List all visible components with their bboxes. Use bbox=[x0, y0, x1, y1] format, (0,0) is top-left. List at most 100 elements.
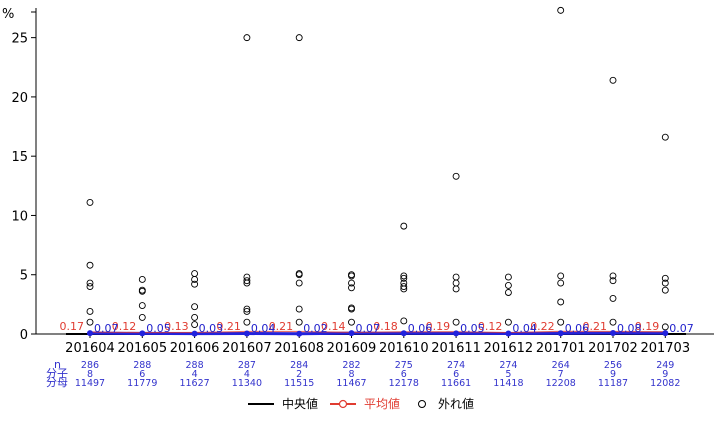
stats-cell: 5 bbox=[505, 369, 511, 380]
outlier-point bbox=[609, 76, 617, 84]
outlier-point bbox=[661, 323, 669, 331]
mean-value-label: 0.14 bbox=[321, 320, 346, 333]
mean-value-label: 0.13 bbox=[164, 320, 189, 333]
outlier-point bbox=[504, 289, 512, 296]
stats-cell: 4 bbox=[192, 369, 198, 380]
median-value-label: 0.05 bbox=[460, 322, 485, 335]
outlier-point bbox=[243, 277, 251, 285]
median-point bbox=[139, 330, 146, 337]
stats-cell: 284 bbox=[290, 360, 308, 371]
median-value-label: 0.08 bbox=[617, 322, 642, 335]
outlier-point bbox=[86, 283, 94, 291]
outlier-points bbox=[86, 6, 669, 331]
outlier-point bbox=[609, 277, 617, 285]
outlier-point bbox=[557, 298, 565, 306]
outlier-point bbox=[661, 286, 669, 294]
median-value-label: 0.07 bbox=[356, 322, 381, 335]
y-tick-label: 10 bbox=[11, 209, 28, 224]
outlier-point bbox=[86, 279, 94, 287]
stats-cell: 11627 bbox=[179, 378, 209, 389]
stats-cell: 11497 bbox=[75, 378, 105, 389]
stats-cell: 274 bbox=[447, 360, 465, 371]
outlier-point bbox=[243, 318, 251, 326]
median-point bbox=[557, 330, 564, 337]
stats-cell: 6 bbox=[139, 369, 145, 380]
median-value-label: 0.06 bbox=[565, 322, 590, 335]
median-value-label: 0.04 bbox=[512, 322, 537, 335]
x-ticks: 201604 201605 201606 201607 201608 201609 2016… bbox=[65, 334, 690, 356]
stats-cell: 11187 bbox=[598, 378, 628, 389]
outlier-point bbox=[504, 281, 512, 289]
y-axis-unit-label: % bbox=[2, 7, 14, 22]
stats-cell: 4 bbox=[244, 369, 250, 380]
median-point bbox=[453, 330, 460, 337]
outlier-point bbox=[661, 274, 669, 282]
mean-value-label: 0.19 bbox=[635, 320, 660, 333]
mean-value-label: 0.12 bbox=[112, 320, 137, 333]
outlier-point bbox=[295, 305, 303, 313]
stats-cell: 256 bbox=[604, 360, 622, 371]
outlier-point bbox=[557, 279, 565, 287]
outlier-point bbox=[191, 270, 199, 277]
stats-cell: 8 bbox=[348, 369, 354, 380]
median-value-label: 0.07 bbox=[94, 322, 119, 335]
outlier-point bbox=[348, 284, 355, 292]
stats-cell: 12082 bbox=[650, 378, 680, 389]
outlier-point bbox=[295, 279, 303, 287]
outlier-point bbox=[191, 313, 199, 321]
outlier-point bbox=[138, 276, 146, 283]
legend-outlier-swatch bbox=[418, 400, 426, 408]
stats-cell: 287 bbox=[238, 360, 256, 371]
value-labels: 0.17 0.12 0.13 0.21 0.21 0.14 0.18 0.19 0.12 0.22… bbox=[60, 320, 694, 335]
legend-mean-swatch-point bbox=[338, 399, 348, 409]
stats-cell: 6 bbox=[453, 369, 459, 380]
outlier-point bbox=[348, 279, 355, 287]
outlier-point bbox=[191, 276, 199, 283]
median-point bbox=[662, 330, 669, 337]
stats-cell: 288 bbox=[186, 360, 204, 371]
outlier-point bbox=[295, 34, 303, 42]
stats-cell: 12178 bbox=[389, 378, 419, 389]
median-point bbox=[296, 330, 303, 337]
stats-cell: 11661 bbox=[441, 378, 471, 389]
mean-value-label: 0.19 bbox=[426, 320, 451, 333]
median-value-label: 0.04 bbox=[251, 322, 276, 335]
legend-mean-label: 平均値 bbox=[364, 396, 400, 411]
y-tick-label: 5 bbox=[20, 269, 28, 284]
stats-cell: 11467 bbox=[336, 378, 366, 389]
stats-cell: 275 bbox=[395, 360, 413, 371]
x-tick-label: 201610 bbox=[379, 341, 429, 356]
outlier-point bbox=[557, 318, 565, 326]
outlier-point bbox=[452, 285, 460, 293]
x-tick-label: 201608 bbox=[274, 341, 324, 356]
outlier-point bbox=[557, 272, 565, 280]
stats-cell: 8 bbox=[87, 369, 93, 380]
x-tick-label: 201701 bbox=[536, 341, 586, 356]
outlier-point bbox=[348, 318, 355, 326]
outlier-point bbox=[243, 308, 251, 315]
outlier-point bbox=[295, 271, 303, 279]
y-tick-label: 20 bbox=[11, 91, 28, 106]
stats-cell: 11515 bbox=[284, 378, 314, 389]
median-point bbox=[348, 330, 355, 337]
stats-cell: 11779 bbox=[127, 378, 157, 389]
x-tick-label: 201612 bbox=[484, 341, 534, 356]
outlier-point bbox=[243, 305, 251, 313]
outlier-point bbox=[504, 273, 512, 281]
median-point bbox=[400, 330, 407, 337]
outlier-point bbox=[400, 222, 408, 230]
outlier-point bbox=[138, 313, 146, 321]
x-tick-label: 201702 bbox=[588, 341, 638, 356]
outlier-point bbox=[400, 317, 408, 325]
stats-row-label: n bbox=[54, 358, 61, 371]
outlier-point bbox=[400, 283, 408, 291]
outlier-point bbox=[452, 318, 460, 326]
median-point bbox=[87, 330, 93, 337]
series-lines bbox=[66, 330, 686, 337]
legend-median-label: 中央値 bbox=[282, 396, 318, 411]
outlier-point bbox=[86, 318, 94, 326]
stats-cell: 11418 bbox=[493, 378, 523, 389]
mean-value-label: 0.18 bbox=[373, 320, 398, 333]
stats-cell: 282 bbox=[342, 360, 360, 371]
